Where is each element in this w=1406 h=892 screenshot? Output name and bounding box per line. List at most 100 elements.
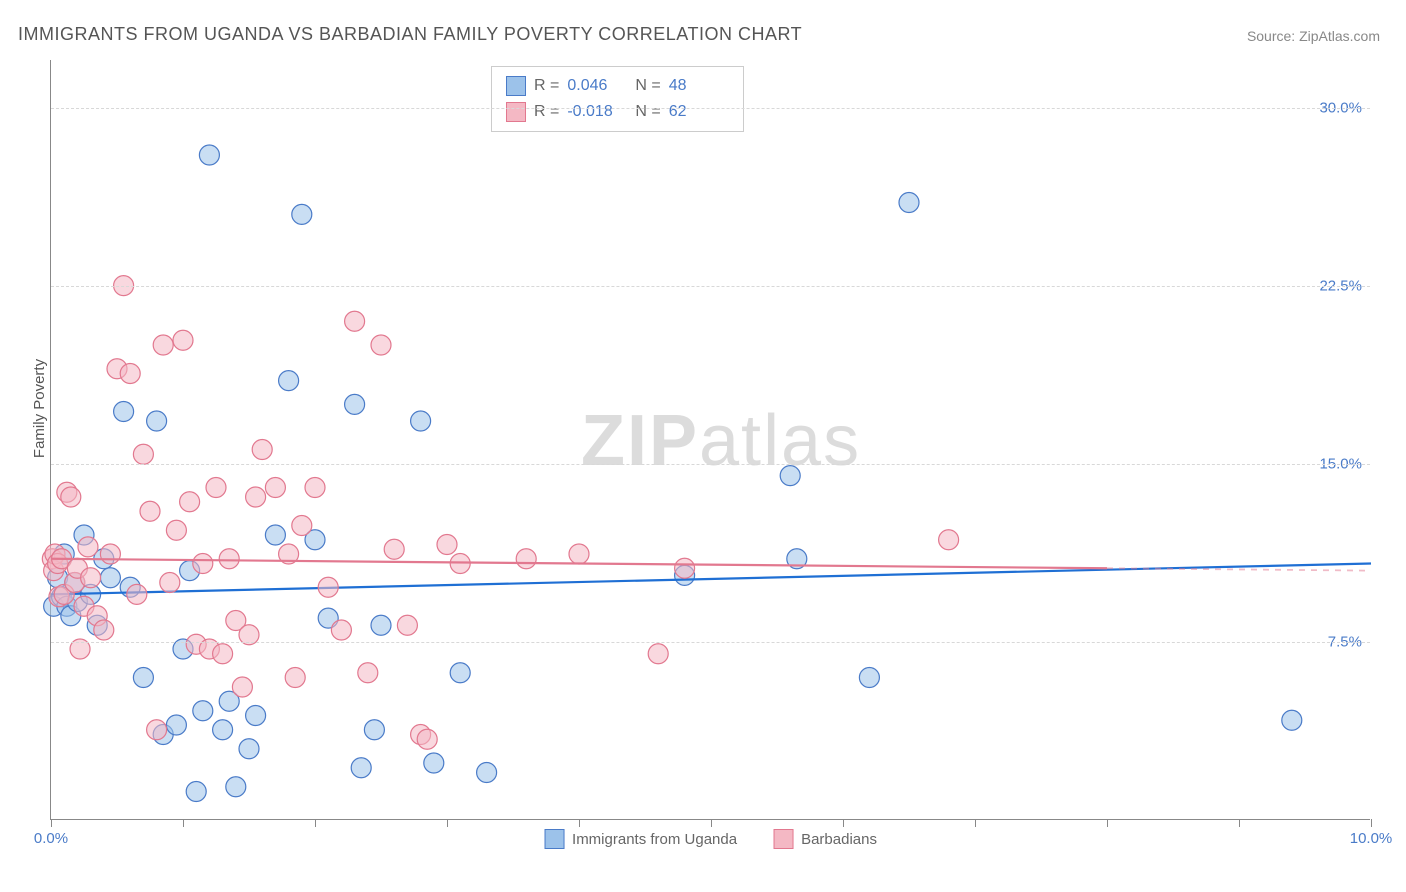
data-point — [318, 577, 338, 597]
n-value: 48 — [669, 73, 729, 99]
legend-label: Immigrants from Uganda — [572, 831, 737, 848]
data-point — [173, 330, 193, 350]
data-point — [279, 371, 299, 391]
x-tick-mark — [1239, 819, 1240, 827]
x-tick-mark — [1371, 819, 1372, 827]
r-label: R = — [534, 73, 559, 99]
gridline — [51, 642, 1370, 643]
legend-item-series-1: Immigrants from Uganda — [544, 829, 737, 849]
data-point — [292, 204, 312, 224]
r-label: R = — [534, 99, 559, 125]
source-attribution: Source: ZipAtlas.com — [1247, 28, 1380, 44]
data-point — [127, 584, 147, 604]
data-point — [265, 478, 285, 498]
data-point — [133, 444, 153, 464]
data-point — [100, 568, 120, 588]
data-point — [133, 668, 153, 688]
x-tick-mark — [579, 819, 580, 827]
data-point — [193, 701, 213, 721]
n-label: N = — [635, 99, 660, 125]
data-point — [351, 758, 371, 778]
data-point — [780, 466, 800, 486]
swatch-icon — [506, 102, 526, 122]
data-point — [477, 763, 497, 783]
data-point — [219, 549, 239, 569]
page-title: IMMIGRANTS FROM UGANDA VS BARBADIAN FAMI… — [18, 24, 802, 45]
data-point — [78, 537, 98, 557]
data-point — [1282, 710, 1302, 730]
legend-row-series-1: R = 0.046 N = 48 — [506, 73, 729, 99]
trend-line-extrapolated — [1107, 568, 1371, 570]
x-tick-mark — [447, 819, 448, 827]
data-point — [569, 544, 589, 564]
chart-svg — [51, 60, 1370, 819]
data-point — [166, 715, 186, 735]
data-point — [437, 535, 457, 555]
data-point — [450, 663, 470, 683]
data-point — [199, 145, 219, 165]
data-point — [166, 520, 186, 540]
n-label: N = — [635, 73, 660, 99]
data-point — [81, 568, 101, 588]
x-tick-label: 0.0% — [34, 830, 68, 847]
x-tick-mark — [315, 819, 316, 827]
r-value: -0.018 — [567, 99, 627, 125]
x-tick-mark — [843, 819, 844, 827]
x-tick-mark — [183, 819, 184, 827]
legend-row-series-2: R = -0.018 N = 62 — [506, 99, 729, 125]
data-point — [345, 394, 365, 414]
data-point — [397, 615, 417, 635]
data-point — [61, 487, 81, 507]
gridline — [51, 286, 1370, 287]
data-point — [371, 335, 391, 355]
data-point — [180, 492, 200, 512]
data-point — [859, 668, 879, 688]
data-point — [417, 729, 437, 749]
data-point — [239, 739, 259, 759]
data-point — [246, 706, 266, 726]
data-point — [186, 782, 206, 802]
legend-label: Barbadians — [801, 831, 877, 848]
scatter-plot: ZIPatlas R = 0.046 N = 48 R = -0.018 N =… — [50, 60, 1370, 820]
series-legend: Immigrants from Uganda Barbadians — [544, 829, 877, 849]
data-point — [384, 539, 404, 559]
data-point — [213, 644, 233, 664]
data-point — [147, 411, 167, 431]
data-point — [147, 720, 167, 740]
x-tick-mark — [711, 819, 712, 827]
data-point — [675, 558, 695, 578]
data-point — [364, 720, 384, 740]
data-point — [94, 620, 114, 640]
data-point — [100, 544, 120, 564]
x-tick-label: 10.0% — [1350, 830, 1393, 847]
data-point — [899, 193, 919, 213]
data-point — [160, 573, 180, 593]
data-point — [331, 620, 351, 640]
gridline — [51, 108, 1370, 109]
swatch-icon — [544, 829, 564, 849]
swatch-icon — [773, 829, 793, 849]
correlation-legend: R = 0.046 N = 48 R = -0.018 N = 62 — [491, 66, 744, 132]
data-point — [246, 487, 266, 507]
data-point — [305, 478, 325, 498]
data-point — [424, 753, 444, 773]
data-point — [358, 663, 378, 683]
data-point — [193, 554, 213, 574]
data-point — [939, 530, 959, 550]
data-point — [232, 677, 252, 697]
data-point — [285, 668, 305, 688]
legend-item-series-2: Barbadians — [773, 829, 877, 849]
data-point — [292, 516, 312, 536]
gridline — [51, 464, 1370, 465]
data-point — [371, 615, 391, 635]
swatch-icon — [506, 76, 526, 96]
x-tick-mark — [975, 819, 976, 827]
data-point — [411, 411, 431, 431]
y-axis-label: Family Poverty — [31, 359, 48, 458]
data-point — [213, 720, 233, 740]
data-point — [226, 777, 246, 797]
data-point — [516, 549, 536, 569]
x-tick-mark — [51, 819, 52, 827]
r-value: 0.046 — [567, 73, 627, 99]
data-point — [140, 501, 160, 521]
